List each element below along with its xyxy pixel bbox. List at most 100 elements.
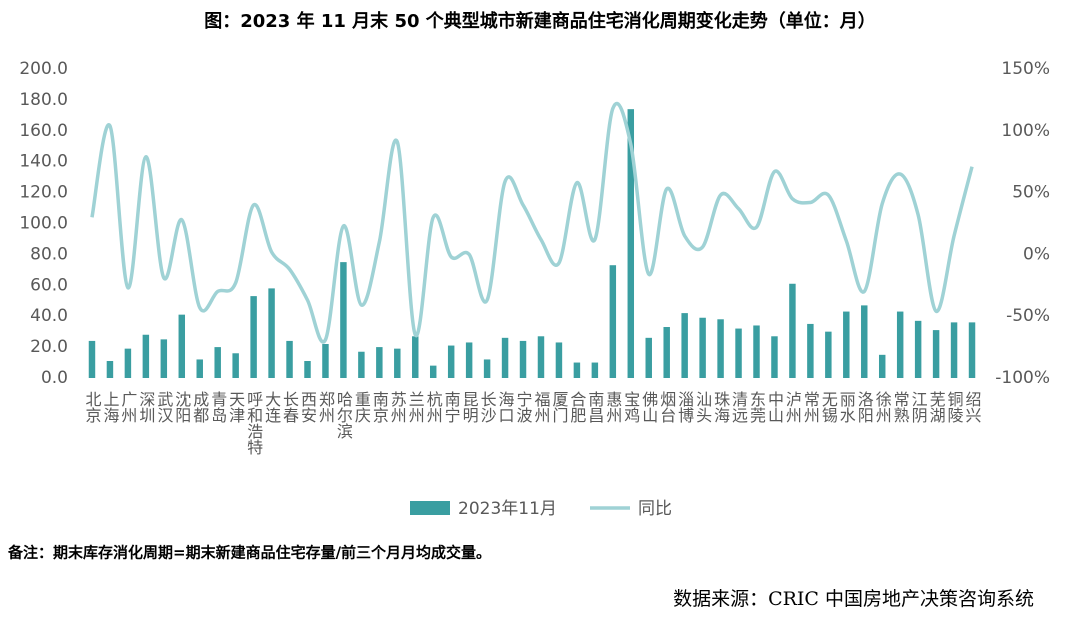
bar [699,317,706,378]
y-tick-label: 80.0 [30,244,68,264]
bar [106,361,114,378]
x-tick-label: 上海 [100,391,119,423]
x-tick-label: 青岛 [208,391,227,424]
x-tick-label: 大连 [262,391,281,423]
y-tick-label: 60.0 [30,275,68,295]
bar [519,340,527,378]
y2-tick-label: -100% [995,368,1050,388]
bar [304,361,311,378]
bar [214,347,221,378]
y-tick-label: 160.0 [19,121,68,141]
x-tick-label: 宝鸡 [621,391,640,423]
bar [322,344,329,378]
bar [735,328,742,378]
bar [663,327,670,378]
bar [555,342,563,378]
x-tick-label: 重庆 [352,391,371,423]
x-tick-label: 西安 [298,391,317,423]
bar [807,323,814,378]
x-tick-label: 兰州 [406,391,425,423]
x-tick-label: 长春 [280,391,299,423]
bar [591,362,599,378]
bar [358,351,365,378]
x-tick-label: 芜湖 [927,391,946,424]
bar [681,313,688,378]
line [90,101,974,344]
bar [896,311,904,378]
x-tick-label: 清远 [729,391,748,424]
bar [789,283,796,378]
y-tick-label: 200.0 [19,59,68,79]
bar [429,365,437,378]
x-tick-label: 东莞 [747,391,766,423]
chart-title: 图：2023 年 11 月末 50 个典型城市新建商品住宅消化周期变化走势（单位… [204,10,876,32]
bar [88,340,96,378]
bar [196,359,203,378]
y2-tick-label: 0% [1023,244,1050,264]
x-tick-label: 南宁 [442,391,461,423]
legend-swatch [410,501,450,515]
bar [124,348,132,378]
x-tick-label: 常州 [801,391,820,423]
bar [627,109,635,379]
bar [250,296,257,378]
x-tick-label: 绍兴 [963,391,982,423]
y2-tick-label: 50% [1012,183,1050,203]
x-tick-label: 深圳 [136,391,155,423]
x-tick-label: 丽水 [837,391,856,423]
x-tick-label: 广州 [118,391,137,423]
bar [501,337,509,378]
bar [753,325,760,378]
bar [465,342,473,378]
y-tick-label: 0.0 [41,368,68,388]
bar [376,347,383,378]
x-tick-label: 昆明 [460,391,479,424]
x-tick-label: 洛阳 [855,391,874,423]
x-tick-label: 南昌 [585,391,604,423]
x-tick-label: 海口 [496,391,515,423]
bar [394,348,401,378]
bar [268,288,275,378]
note: 备注：期末库存消化周期=期末新建商品住宅存量/前三个月月均成交量。 [7,544,491,562]
x-tick-label: 汕头 [693,391,712,423]
x-tick-label: 江阴 [909,391,928,424]
x-tick-label: 沈阳 [172,391,191,423]
x-tick-label: 杭州 [424,391,443,423]
source: 数据来源：CRIC 中国房地产决策咨询系统 [673,588,1034,610]
x-tick-label: 福州 [531,391,550,423]
bar [537,336,545,378]
x-tick-label: 淄博 [675,391,694,423]
y-tick-label: 120.0 [19,183,68,203]
bar [968,322,976,378]
bar [412,336,419,378]
bar [142,334,150,378]
bar [178,314,186,378]
y-tick-label: 20.0 [30,337,68,357]
bar [825,331,832,378]
y2-tick-label: 100% [1001,121,1050,141]
bar [232,353,239,378]
x-tick-label: 郑州 [316,391,335,423]
x-tick-label: 合肥 [567,391,586,424]
bar [286,340,293,378]
legend-label: 2023年11月 [458,499,557,519]
x-tick-label: 惠州 [603,391,622,423]
y-tick-label: 180.0 [19,90,68,110]
x-tick-label: 无锡 [819,391,838,424]
x-tick-label: 哈尔滨 [334,391,353,439]
bar [483,359,491,378]
bar [609,265,617,378]
x-tick-label: 中山 [765,391,784,423]
legend-label: 同比 [638,499,672,519]
x-tick-label: 南京 [370,391,389,424]
x-tick-label: 徐州 [873,391,892,423]
x-tick-label: 成都 [190,391,209,423]
x-tick-label: 厦门 [549,391,568,424]
x-tick-label: 铜陵 [945,391,964,423]
bar [573,362,581,378]
bar [717,319,724,378]
y2-tick-label: 150% [1001,59,1050,79]
bar [771,336,778,378]
x-tick-label: 常熟 [891,391,910,423]
y-tick-label: 100.0 [19,214,68,234]
